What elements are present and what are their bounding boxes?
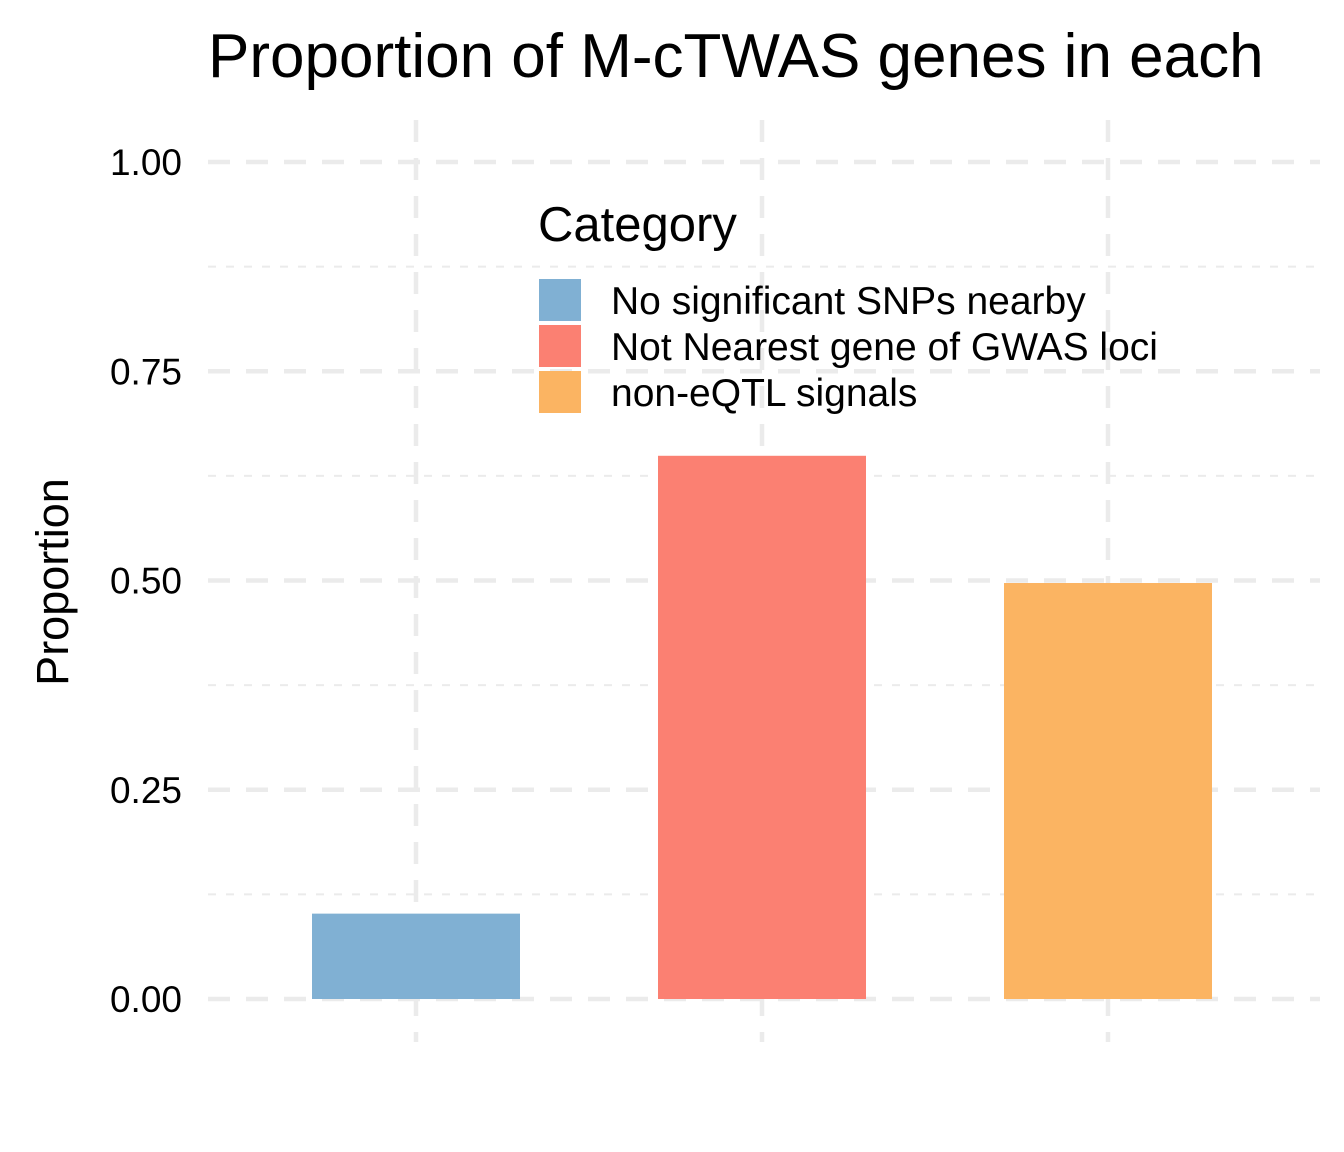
bars: [312, 455, 1212, 999]
y-tick-label: 1.00: [110, 142, 182, 183]
y-axis-ticks: 0.00 0.25 0.50 0.75 1.00: [110, 142, 182, 1020]
legend-title: Category: [538, 198, 737, 252]
y-axis-label: Proportion: [27, 478, 78, 686]
bar: [1004, 583, 1212, 999]
legend-key: [539, 279, 581, 321]
bar: [658, 455, 866, 999]
legend-label: non-eQTL signals: [611, 372, 917, 415]
chart-title: Proportion of M-cTWAS genes in each: [208, 22, 1264, 91]
legend-key: [539, 371, 581, 413]
bar: [312, 913, 520, 999]
y-tick-label: 0.25: [110, 770, 182, 811]
y-tick-label: 0.00: [110, 979, 182, 1020]
y-tick-label: 0.50: [110, 561, 182, 602]
legend-key: [539, 325, 581, 367]
y-tick-label: 0.75: [110, 351, 182, 392]
legend-label: Not Nearest gene of GWAS loci: [611, 326, 1158, 369]
legend-label: No significant SNPs nearby: [611, 280, 1086, 323]
